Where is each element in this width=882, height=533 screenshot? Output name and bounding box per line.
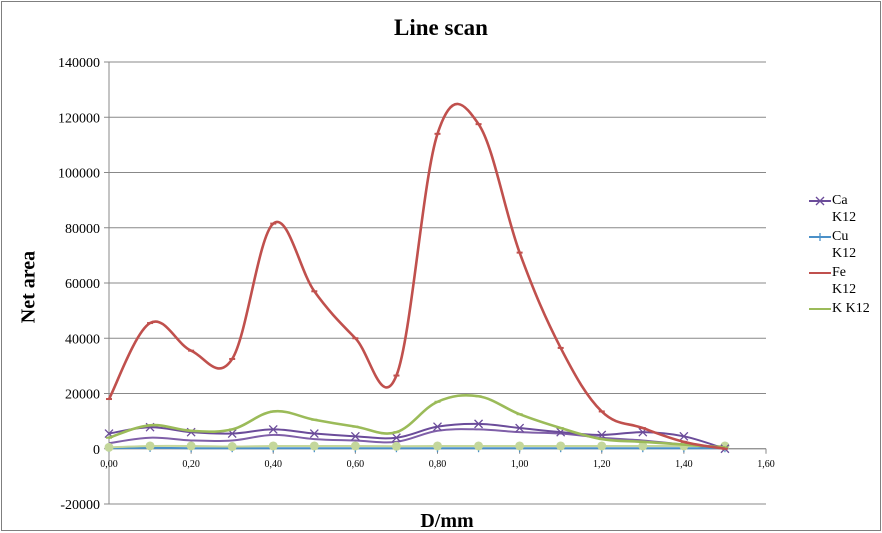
series-point <box>105 443 113 451</box>
legend-label-cont: K12 <box>808 245 882 262</box>
series-point <box>187 442 195 450</box>
legend-label: K K12 <box>832 300 870 317</box>
series-point <box>351 442 359 450</box>
series-point <box>146 442 154 450</box>
y-tick-label: 100000 <box>58 167 100 182</box>
legend-label: Cu <box>832 228 848 245</box>
y-tick-label: 60000 <box>65 277 100 292</box>
series-point <box>228 443 236 451</box>
series-line <box>109 446 725 448</box>
x-tick-label: 0,20 <box>182 459 200 470</box>
legend-label: Fe <box>832 264 846 281</box>
x-tick-label: 0,40 <box>265 459 283 470</box>
legend-key <box>808 195 832 207</box>
legend-key <box>808 303 832 315</box>
legend-key <box>808 231 832 243</box>
legend-label-cont: K12 <box>808 281 882 298</box>
x-tick-label: 1,00 <box>511 459 529 470</box>
series-point <box>310 442 318 450</box>
y-tick-label: 0 <box>93 443 100 458</box>
series-point <box>557 442 565 450</box>
series-line <box>109 104 725 449</box>
x-tick-label: 1,20 <box>593 459 611 470</box>
series-point <box>475 442 483 450</box>
y-tick-label: 40000 <box>65 332 100 347</box>
x-tick-label: 1,40 <box>675 459 693 470</box>
series-point <box>269 442 277 450</box>
series-point <box>392 442 400 450</box>
series-point <box>516 442 524 450</box>
x-tick-label: 0,80 <box>429 459 447 470</box>
y-tick-label: 120000 <box>58 111 100 126</box>
series-point <box>598 442 606 450</box>
x-tick-label: 0,00 <box>100 459 118 470</box>
y-tick-label: 80000 <box>65 222 100 237</box>
legend-item: K K12 <box>808 300 882 317</box>
legend-label-cont: K12 <box>808 209 882 226</box>
x-tick-label: 0,60 <box>347 459 365 470</box>
legend-key <box>808 267 832 279</box>
x-tick-label: 1,60 <box>757 459 775 470</box>
y-tick-label: -20000 <box>60 498 100 513</box>
y-tick-label: 20000 <box>65 388 100 403</box>
y-tick-label: 140000 <box>58 56 100 71</box>
legend-label: Ca <box>832 192 848 209</box>
series-point <box>434 442 442 450</box>
